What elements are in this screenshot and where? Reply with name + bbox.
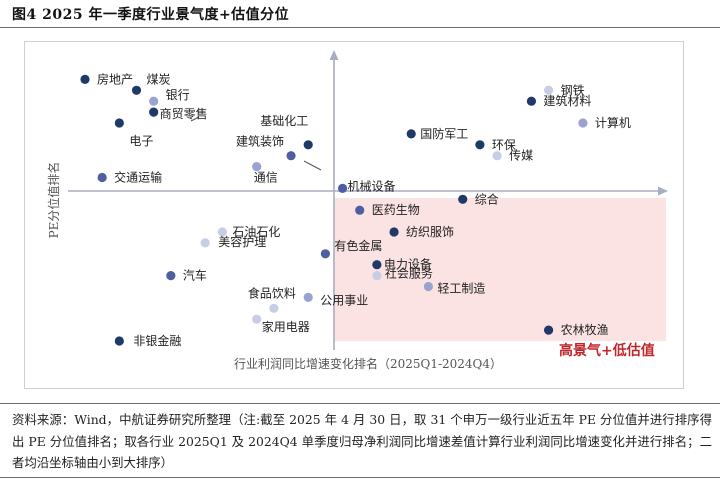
point-label: 汽车 xyxy=(183,268,207,283)
point-label: 农林牧渔 xyxy=(561,323,609,337)
point-label: 美容护理 xyxy=(218,234,266,249)
data-point xyxy=(526,96,537,106)
point-label: 环保 xyxy=(492,138,516,152)
data-point xyxy=(252,314,262,324)
data-point xyxy=(355,205,365,215)
data-point xyxy=(543,85,554,95)
data-point xyxy=(97,172,107,183)
end-rule xyxy=(0,477,720,478)
axes xyxy=(68,50,668,350)
data-point xyxy=(372,271,382,281)
data-point xyxy=(166,271,176,281)
chart-frame xyxy=(24,41,684,389)
data-point xyxy=(303,292,313,302)
point-label: 食品饮料 xyxy=(248,285,296,300)
data-point xyxy=(458,194,468,204)
point-label: 有色金属 xyxy=(334,238,382,253)
data-point xyxy=(131,85,142,95)
data-point xyxy=(80,74,90,84)
point-label: 社会服务 xyxy=(385,266,433,281)
leader-line xyxy=(190,116,200,122)
point-label: 建筑材料 xyxy=(543,93,591,108)
leader-lines xyxy=(190,116,322,171)
point-label: 纺织服饰 xyxy=(406,225,454,239)
data-point xyxy=(423,281,433,292)
data-point xyxy=(320,249,330,259)
point-label: 房地产 xyxy=(97,71,133,86)
point-label: 电子 xyxy=(129,134,153,148)
figure-title: 图4 2025 年一季度行业景气度+估值分位 xyxy=(12,7,290,23)
point-label: 电力设备 xyxy=(384,258,432,272)
point-label: 建筑装饰 xyxy=(236,134,284,149)
data-point xyxy=(543,325,554,335)
data-point xyxy=(337,183,348,193)
point-label: 石油石化 xyxy=(232,225,280,239)
data-point xyxy=(252,162,262,172)
data-point xyxy=(578,118,588,128)
data-point xyxy=(475,140,485,150)
data-point xyxy=(492,151,502,161)
point-label: 银行 xyxy=(166,88,190,102)
data-point xyxy=(149,107,159,117)
point-label: 交通运输 xyxy=(114,170,162,185)
point-label: 医药生物 xyxy=(372,203,420,217)
point-label: 家用电器 xyxy=(262,319,310,334)
y-axis-arrow xyxy=(329,50,339,60)
top-rule xyxy=(0,27,720,28)
data-point xyxy=(114,118,124,128)
point-label: 商贸零售 xyxy=(160,106,208,121)
point-label: 公用事业 xyxy=(320,293,368,307)
point-label: 基础化工 xyxy=(260,114,308,128)
data-point xyxy=(389,227,399,237)
data-point xyxy=(303,140,313,150)
data-point xyxy=(406,129,416,139)
point-label: 国防军工 xyxy=(420,126,468,141)
point-label: 非银金融 xyxy=(133,333,181,348)
point-label: 计算机 xyxy=(595,115,631,130)
point-label: 机械设备 xyxy=(348,178,396,193)
point-label: 综合 xyxy=(475,191,499,206)
data-point xyxy=(286,151,296,161)
x-axis-label: 行业利润同比增速变化排名（2025Q1-2024Q4） xyxy=(234,356,502,371)
data-point xyxy=(372,260,382,270)
x-axis-arrow xyxy=(658,186,668,196)
data-point xyxy=(149,96,159,106)
data-point xyxy=(114,336,124,346)
data-point xyxy=(269,303,279,313)
source-note: 资料来源：Wind，中航证券研究所整理（注:截至 2025 年 4 月 30 日… xyxy=(12,412,712,470)
point-label: 煤炭 xyxy=(147,72,171,86)
highlight-annotation: 高景气+低估值 xyxy=(559,342,655,359)
point-label: 传媒 xyxy=(509,148,533,163)
data-point xyxy=(217,227,227,237)
point-label: 通信 xyxy=(254,171,278,185)
leader-line xyxy=(303,160,322,171)
highlight-region xyxy=(334,198,666,341)
y-axis-label: PE分位值排名 xyxy=(46,162,61,239)
data-point xyxy=(200,238,210,248)
point-label: 轻工制造 xyxy=(437,282,485,296)
bottom-rule xyxy=(0,403,720,404)
point-label: 钢铁 xyxy=(561,83,585,97)
